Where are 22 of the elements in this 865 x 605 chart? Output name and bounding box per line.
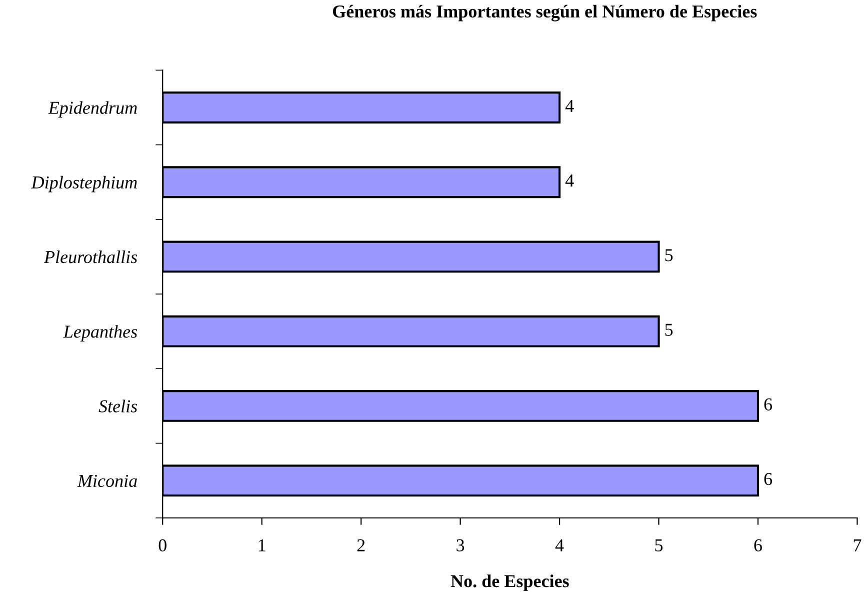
y-tick-label: Lepanthes [63,325,138,342]
y-tick-label: Miconia [77,474,137,488]
data-label: 4 [565,100,574,112]
x-tick-label: 3 [456,539,464,552]
x-tick-label: 1 [258,539,266,552]
y-tick-label: Epidendrum [48,101,137,118]
data-label: 4 [565,174,574,186]
x-tick-label: 5 [655,539,663,552]
data-label: 5 [665,249,673,262]
x-tick-label: 0 [158,539,166,552]
y-tick-label: Diplostephium [31,176,137,192]
x-axis-title: No. de Especies [450,574,569,591]
data-label: 6 [764,398,772,410]
chart-title: Géneros más Importantes según el Número de Especies [332,4,757,22]
x-tick-label: 6 [754,539,762,552]
data-label: 5 [665,324,673,336]
x-tick-label: 4 [555,539,564,552]
x-tick-label: 7 [854,539,862,552]
y-tick-label: Pleurothallis [44,250,138,264]
y-tick-label: Stelis [98,400,138,412]
data-label: 6 [764,472,772,486]
x-tick-label: 2 [357,539,365,552]
